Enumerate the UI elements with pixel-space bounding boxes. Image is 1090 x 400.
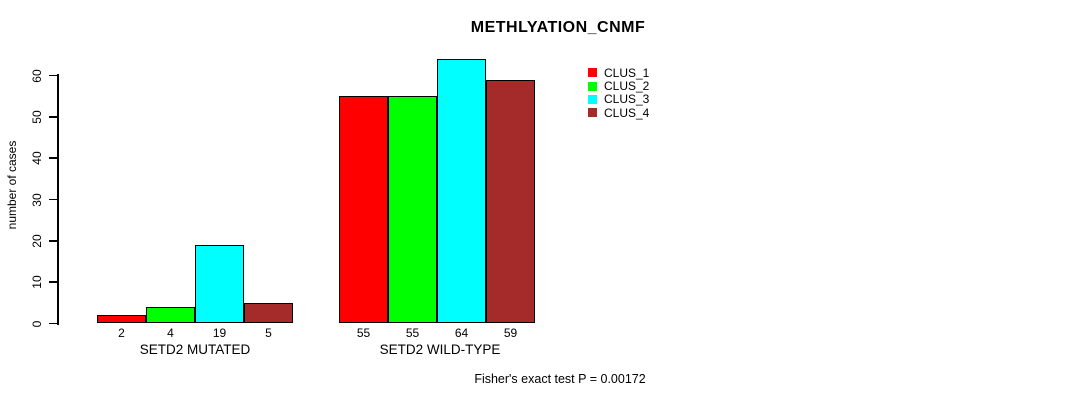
bar-value-label: 5 <box>265 326 272 340</box>
bar-clus-3-setd2-wild-type <box>437 58 486 324</box>
y-tick-label: 50 <box>30 110 44 124</box>
legend-label: CLUS_1 <box>604 65 650 80</box>
legend-swatch-clus-4 <box>588 108 597 118</box>
y-tick-label: 60 <box>30 68 44 83</box>
bar-value-label: 55 <box>405 326 420 340</box>
group-label-setd2-mutated: SETD2 MUTATED <box>139 342 251 357</box>
bar-clus-4-setd2-mutated <box>244 302 293 324</box>
bar-value-label: 59 <box>503 326 518 340</box>
bar-value-label: 19 <box>212 326 227 340</box>
y-tick-mark <box>48 198 57 201</box>
legend-item-clus-4: CLUS_4 <box>588 106 649 119</box>
bar-value-label: 55 <box>356 326 371 340</box>
bar-value-label: 64 <box>454 326 469 340</box>
y-tick-mark <box>48 240 57 242</box>
y-tick-label: 30 <box>30 192 44 207</box>
bar-clus-2-setd2-mutated <box>146 306 195 324</box>
legend-label: CLUS_2 <box>604 79 650 94</box>
bar-value-label: 4 <box>167 326 174 340</box>
legend: CLUS_1 CLUS_2 CLUS_3 CLUS_4 <box>588 66 649 120</box>
y-tick-label: 0 <box>30 320 44 327</box>
legend-item-clus-1: CLUS_1 <box>588 66 649 79</box>
y-tick-mark <box>48 281 57 283</box>
legend-item-clus-3: CLUS_3 <box>588 93 649 106</box>
group-label-setd2-wild-type: SETD2 WILD-TYPE <box>379 342 501 357</box>
y-tick-label: 20 <box>30 234 44 248</box>
bar-clus-1-setd2-mutated <box>97 315 146 324</box>
y-tick-mark <box>48 116 57 118</box>
legend-swatch-clus-2 <box>588 81 597 91</box>
fisher-test-caption: Fisher's exact test P = 0.00172 <box>474 372 646 386</box>
y-tick-label: 10 <box>30 275 44 289</box>
y-axis-line <box>57 74 59 325</box>
y-tick-mark <box>48 157 57 159</box>
legend-item-clus-2: CLUS_2 <box>588 79 649 92</box>
y-tick-mark <box>48 322 57 325</box>
chart-title: METHLYATION_CNMF <box>470 19 646 36</box>
bar-clus-2-setd2-wild-type <box>388 96 437 324</box>
y-axis-label: number of cases <box>5 140 19 230</box>
legend-swatch-clus-3 <box>588 94 597 104</box>
bar-clus-1-setd2-wild-type <box>339 96 388 324</box>
legend-swatch-clus-1 <box>588 68 597 78</box>
bar-value-label: 2 <box>118 326 125 340</box>
y-tick-label: 40 <box>30 151 44 165</box>
bar-clus-3-setd2-mutated <box>195 244 244 324</box>
legend-label: CLUS_4 <box>604 105 650 120</box>
y-tick-mark <box>48 74 57 77</box>
legend-label: CLUS_3 <box>604 92 650 107</box>
bar-clus-4-setd2-wild-type <box>486 79 535 324</box>
